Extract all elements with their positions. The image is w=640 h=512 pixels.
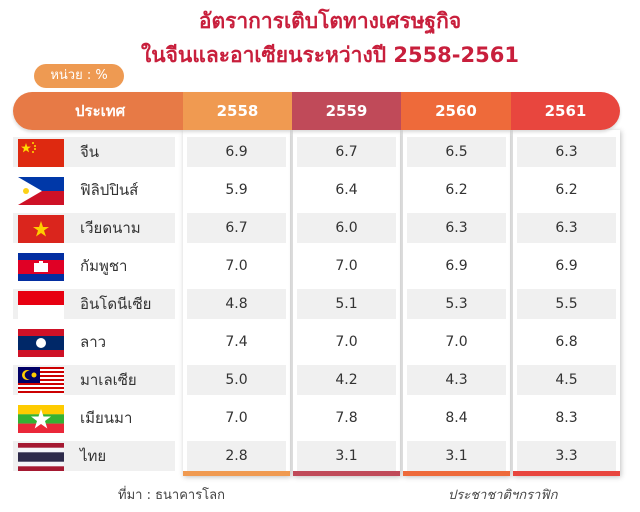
value-cell: 8.3	[555, 410, 578, 426]
country-name: เวียดนาม	[80, 219, 141, 237]
table-row: กัมพูชา 7.0 7.0 6.9 6.9	[0, 251, 640, 287]
value-cell: 4.5	[517, 365, 616, 395]
country-name: อินโดนีเซีย	[80, 295, 152, 313]
value-cell: 5.5	[517, 289, 616, 319]
value-cell: 4.3	[407, 365, 506, 395]
country-name: เมียนมา	[80, 409, 133, 427]
source-note: ที่มา : ธนาคารโลก	[118, 488, 226, 503]
value-cell: 3.1	[407, 441, 506, 471]
table-row: ฟิลิปปินส์ 5.9 6.4 6.2 6.2	[0, 175, 640, 211]
country-name: จีน	[80, 143, 100, 161]
header-year-2558: 2558	[183, 92, 292, 130]
table-row: ไทย 2.8 3.1 3.1 3.3	[0, 441, 640, 477]
table-row: เมียนมา 7.0 7.8 8.4 8.3	[0, 403, 640, 439]
page-title: อัตราการเติบโตทางเศรษฐกิจ	[198, 9, 462, 33]
value-cell: 8.4	[445, 410, 468, 426]
value-cell: 3.1	[297, 441, 396, 471]
value-cell: 6.9	[445, 258, 468, 274]
cambodia-flag-icon	[18, 253, 64, 281]
unit-badge: หน่วย : %	[34, 64, 124, 88]
header-year-2561: 2561	[511, 92, 620, 130]
value-cell: 7.0	[225, 410, 248, 426]
value-cell: 6.7	[297, 137, 396, 167]
indonesia-flag-icon	[18, 291, 64, 319]
malaysia-flag-icon	[18, 367, 64, 395]
country-name: ไทย	[80, 447, 107, 465]
value-cell: 3.3	[517, 441, 616, 471]
value-cell: 7.0	[225, 258, 248, 274]
value-cell: 5.9	[225, 182, 248, 198]
laos-flag-icon	[18, 329, 64, 357]
table-row: อินโดนีเซีย 4.8 5.1 5.3 5.5	[0, 289, 640, 325]
credit-note: ประชาชาติฯกราฟิก	[448, 488, 558, 503]
value-cell: 6.5	[407, 137, 506, 167]
value-cell: 7.4	[225, 334, 248, 350]
header-year-2559: 2559	[292, 92, 401, 130]
value-cell: 6.0	[297, 213, 396, 243]
china-flag-icon	[18, 139, 64, 167]
vietnam-flag-icon	[18, 215, 64, 243]
value-cell: 2.8	[187, 441, 286, 471]
page-subtitle: ในจีนและอาเซียนระหว่างปี 2558-2561	[141, 43, 519, 67]
value-cell: 6.4	[335, 182, 358, 198]
myanmar-flag-icon	[18, 405, 64, 433]
value-cell: 7.0	[445, 334, 468, 350]
value-cell: 7.0	[335, 258, 358, 274]
value-cell: 6.9	[187, 137, 286, 167]
value-cell: 6.7	[187, 213, 286, 243]
value-cell: 6.3	[407, 213, 506, 243]
table-row: ลาว 7.4 7.0 7.0 6.8	[0, 327, 640, 363]
value-cell: 6.8	[555, 334, 578, 350]
value-cell: 7.0	[335, 334, 358, 350]
value-cell: 5.0	[187, 365, 286, 395]
country-name: มาเลเซีย	[80, 371, 137, 389]
value-cell: 6.2	[445, 182, 468, 198]
table-header: ประเทศ 2558 2559 2560 2561	[13, 92, 620, 130]
header-year-2560: 2560	[401, 92, 511, 130]
thailand-flag-icon	[18, 443, 64, 471]
value-cell: 5.1	[297, 289, 396, 319]
table-row: มาเลเซีย 5.0 4.2 4.3 4.5	[0, 365, 640, 401]
value-cell: 5.3	[407, 289, 506, 319]
value-cell: 4.2	[297, 365, 396, 395]
header-country: ประเทศ	[13, 92, 183, 130]
value-cell: 7.8	[335, 410, 358, 426]
table-row: เวียดนาม 6.7 6.0 6.3 6.3	[0, 213, 640, 249]
value-cell: 4.8	[187, 289, 286, 319]
table-row: จีน 6.9 6.7 6.5 6.3	[0, 137, 640, 173]
value-cell: 6.3	[517, 137, 616, 167]
country-name: ฟิลิปปินส์	[80, 181, 139, 199]
value-cell: 6.2	[555, 182, 578, 198]
value-cell: 6.3	[517, 213, 616, 243]
country-name: กัมพูชา	[80, 257, 128, 275]
value-cell: 6.9	[555, 258, 578, 274]
philippines-flag-icon	[18, 177, 64, 205]
country-name: ลาว	[80, 333, 107, 351]
